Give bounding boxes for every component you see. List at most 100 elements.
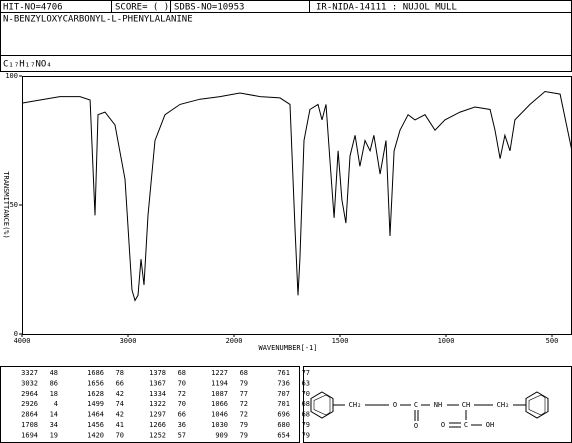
peak-wavenumber: 1030 [211, 421, 228, 429]
peak-wavenumber: 1686 [87, 369, 104, 377]
peak-wavenumber: 3327 [21, 369, 38, 377]
peak-wavenumber: 1456 [87, 421, 104, 429]
peak-transmittance: 77 [240, 390, 248, 398]
y-axis-label: TRANSMITTANCE(%) [2, 171, 10, 238]
peak-wavenumber: 736 [277, 379, 290, 387]
peak-transmittance: 63 [302, 379, 310, 387]
y-tick-label: 100 [5, 72, 18, 80]
formula: C₁₇H₁₇NO₄ [3, 60, 52, 70]
peak-transmittance: 19 [50, 431, 58, 439]
peak-wavenumber: 1297 [149, 411, 166, 419]
peak-transmittance: 36 [178, 421, 186, 429]
x-axis-label: WAVENUMBER[-1] [258, 344, 317, 352]
peak-transmittance: 68 [302, 411, 310, 419]
header: HIT-NO=4706 SCORE= ( ) SDBS-NO=10953 IR-… [0, 0, 572, 72]
peak-transmittance: 66 [178, 411, 186, 419]
method: IR-NIDA-14111 : NUJOL MULL [316, 3, 457, 13]
peak-wavenumber: 680 [277, 421, 290, 429]
atom-label: C [464, 421, 468, 429]
peak-wavenumber: 1367 [149, 379, 166, 387]
x-tick-label: 2000 [226, 337, 243, 345]
atom-label: CH₂ [497, 401, 510, 409]
x-tick-label: 1000 [438, 337, 455, 345]
structure: CH₂ O C O NH CH CH₂ C OH O [310, 391, 549, 430]
peak-transmittance: 34 [50, 421, 58, 429]
peak-transmittance: 70 [116, 431, 124, 439]
peak-transmittance: 74 [116, 400, 124, 408]
peak-wavenumber: 1420 [87, 431, 104, 439]
x-tick-label: 4000 [14, 337, 31, 345]
atom-label: OH [486, 421, 494, 429]
peak-transmittance: 77 [302, 369, 310, 377]
peak-wavenumber: 1066 [211, 400, 228, 408]
peak-wavenumber: 1708 [21, 421, 38, 429]
peak-transmittance: 14 [50, 411, 58, 419]
peak-transmittance: 68 [302, 400, 310, 408]
peak-transmittance: 86 [50, 379, 58, 387]
peak-transmittance: 42 [116, 390, 124, 398]
benzene-inner [313, 394, 331, 416]
y-tick-label: 50 [10, 201, 18, 209]
peak-transmittance: 57 [178, 431, 186, 439]
peak-transmittance: 79 [240, 431, 248, 439]
peak-transmittance: 79 [302, 421, 310, 429]
peak-wavenumber: 2864 [21, 411, 38, 419]
peak-wavenumber: 1252 [149, 431, 166, 439]
benzene-ring [310, 391, 334, 419]
peak-wavenumber: 1046 [211, 411, 228, 419]
peak-wavenumber: 1464 [87, 411, 104, 419]
x-tick-label: 3000 [120, 337, 137, 345]
peak-wavenumber: 1656 [87, 379, 104, 387]
peak-wavenumber: 1334 [149, 390, 166, 398]
peak-wavenumber: 1194 [211, 379, 228, 387]
atom-label: C [414, 401, 418, 409]
peak-wavenumber: 696 [277, 411, 290, 419]
plot: 4000 3000 2000 1500 1000 500 0 50 100 [5, 72, 572, 345]
plot-frame [22, 76, 572, 335]
peak-transmittance: 78 [116, 369, 124, 377]
peak-wavenumber: 2926 [21, 400, 38, 408]
hit-no: HIT-NO=4706 [3, 3, 63, 13]
peak-transmittance: 72 [240, 400, 248, 408]
peak-wavenumber: 3032 [21, 379, 38, 387]
peak-transmittance: 79 [302, 431, 310, 439]
peak-wavenumber: 1694 [21, 431, 38, 439]
x-tick-label: 500 [546, 337, 559, 345]
peak-wavenumber: 1378 [149, 369, 166, 377]
benzene-ring [525, 391, 549, 419]
peak-transmittance: 66 [116, 379, 124, 387]
benzene-inner [528, 394, 546, 416]
peak-wavenumber: 761 [277, 369, 290, 377]
atom-label: O [393, 401, 397, 409]
peak-transmittance: 42 [116, 411, 124, 419]
peak-transmittance: 48 [50, 369, 58, 377]
peak-table: 3327 48 3032 86 2964 18 2926 4 2864 14 1708 34 1694 1… [21, 369, 310, 439]
peak-transmittance: 70 [178, 400, 186, 408]
atom-label: O [441, 421, 445, 429]
peak-wavenumber: 1087 [211, 390, 228, 398]
peak-wavenumber: 2964 [21, 390, 38, 398]
peak-wavenumber: 909 [215, 431, 228, 439]
peak-wavenumber: 1227 [211, 369, 228, 377]
peak-transmittance: 79 [240, 379, 248, 387]
peak-wavenumber: 1266 [149, 421, 166, 429]
score: SCORE= ( ) [115, 3, 169, 13]
peak-transmittance: 68 [240, 369, 248, 377]
atom-label: NH [434, 401, 442, 409]
peak-wavenumber: 707 [277, 390, 290, 398]
peak-wavenumber: 654 [277, 431, 290, 439]
peak-wavenumber: 701 [277, 400, 290, 408]
peak-transmittance: 70 [178, 379, 186, 387]
peak-transmittance: 72 [178, 390, 186, 398]
y-tick-label: 0 [14, 330, 18, 338]
peak-transmittance: 68 [178, 369, 186, 377]
peak-wavenumber: 1499 [87, 400, 104, 408]
peak-wavenumber: 1322 [149, 400, 166, 408]
atom-label: O [414, 422, 418, 430]
peak-transmittance: 79 [240, 421, 248, 429]
peak-transmittance: 18 [50, 390, 58, 398]
peak-wavenumber: 1628 [87, 390, 104, 398]
compound-name: N-BENZYLOXYCARBONYL-L-PHENYLALANINE [3, 15, 193, 25]
sdbs-no: SDBS-NO=10953 [174, 3, 244, 13]
